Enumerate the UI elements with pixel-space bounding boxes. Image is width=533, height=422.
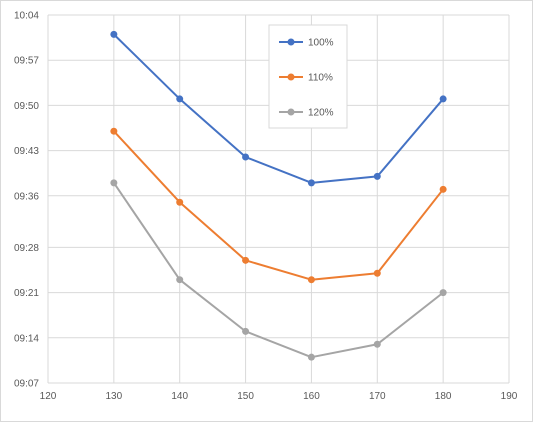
data-point: [439, 289, 447, 297]
data-point: [176, 95, 184, 103]
data-point: [110, 127, 118, 135]
x-tick-label: 150: [237, 391, 254, 402]
data-point: [439, 185, 447, 193]
series-line-100pct: [113, 33, 444, 184]
y-tick-label: 09:21: [14, 288, 39, 299]
x-tick-label: 170: [369, 391, 386, 402]
data-point: [373, 340, 381, 348]
legend-marker: [287, 108, 295, 116]
data-point: [373, 172, 381, 180]
y-tick-label: 09:50: [14, 101, 39, 112]
data-point: [176, 276, 184, 284]
x-tick-label: 180: [435, 391, 452, 402]
legend-marker: [287, 73, 295, 81]
data-point: [110, 179, 118, 187]
legend-marker: [287, 38, 295, 46]
x-tick-label: 140: [171, 391, 188, 402]
data-point: [307, 276, 315, 284]
legend-label: 120%: [308, 108, 334, 119]
data-point: [439, 95, 447, 103]
legend-label: 110%: [308, 73, 333, 84]
x-tick-label: 130: [106, 391, 123, 402]
data-point: [176, 198, 184, 206]
data-point: [307, 179, 315, 187]
x-tick-label: 120: [40, 391, 57, 402]
y-tick-label: 09:07: [14, 379, 39, 390]
y-tick-label: 09:36: [14, 191, 39, 202]
legend: 100% 110% 120%: [268, 24, 348, 129]
series-line-120pct: [113, 182, 444, 359]
data-point: [307, 353, 315, 361]
data-point: [242, 256, 250, 264]
y-tick-label: 09:57: [14, 56, 39, 67]
series-line-110pct: [113, 130, 444, 281]
series-group: [110, 30, 447, 361]
x-tick-label: 160: [303, 391, 320, 402]
y-tick-label: 10:04: [14, 11, 39, 22]
y-tick-label: 09:43: [14, 146, 39, 157]
x-axis-ticks: 120 130 140 150 160 170 180 190: [40, 391, 518, 402]
data-point: [242, 327, 250, 335]
data-point: [242, 153, 250, 161]
data-point: [373, 269, 381, 277]
y-axis-ticks: 09:07 09:14 09:21 09:28 09:36 09:43 09:50 09:57…: [14, 11, 39, 390]
legend-label: 100%: [308, 38, 334, 49]
y-tick-label: 09:28: [14, 243, 39, 254]
data-point: [110, 30, 118, 38]
x-tick-label: 190: [501, 391, 518, 402]
y-tick-label: 09:14: [14, 333, 39, 344]
